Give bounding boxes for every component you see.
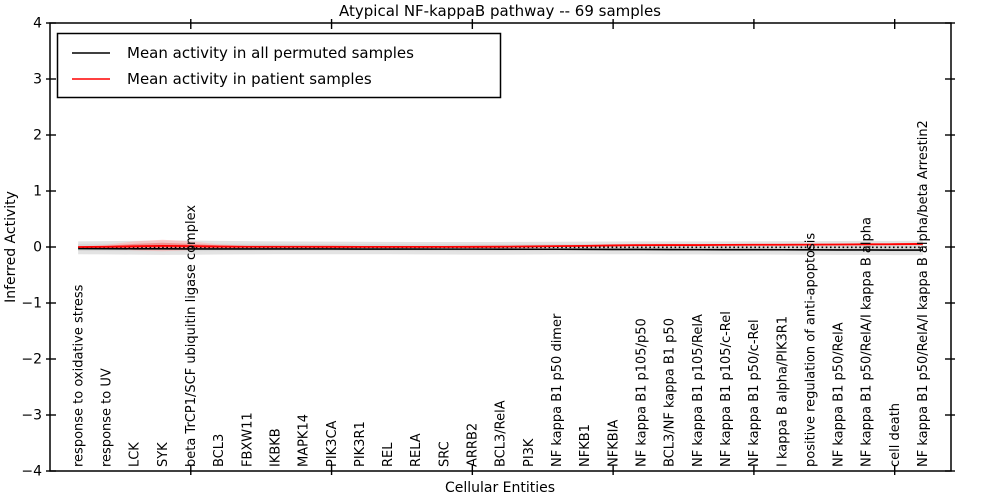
x-category-label: ARRB2 xyxy=(466,423,481,467)
x-category-label: response to UV xyxy=(100,368,115,467)
x-category-label: RELA xyxy=(409,433,424,467)
plot-area: response to oxidative stress response to … xyxy=(21,16,955,480)
chart-title: Atypical NF-kappaB pathway -- 69 samples xyxy=(339,2,661,20)
x-category-label: REL xyxy=(381,442,396,467)
x-category-label: NF kappa B1 p105/p50 xyxy=(634,318,649,467)
series-line-patient xyxy=(78,243,923,248)
x-category-label: cell death xyxy=(888,403,903,467)
x-category-label: I kappa B alpha/PIK3R1 xyxy=(775,316,790,467)
x-category-label: NF kappa B1 p105/c-Rel xyxy=(719,311,734,467)
y-tick-label: −4 xyxy=(21,464,42,480)
legend-box xyxy=(56,32,502,99)
x-category-label: NF kappa B1 p50/RelA xyxy=(832,322,847,467)
y-tick-label: −2 xyxy=(21,352,42,368)
x-category-label: BCL3/NF kappa B1 p50 xyxy=(663,318,678,467)
x-category-label: PIK3R1 xyxy=(353,421,368,467)
y-axis-label: Inferred Activity xyxy=(3,191,19,303)
y-tick-label: 3 xyxy=(33,72,42,88)
x-category-label: BCL3/RelA xyxy=(494,400,509,467)
x-category-label: MAPK14 xyxy=(297,414,312,467)
x-category-label: SRC xyxy=(437,441,452,467)
x-category-label: NF kappa B1 p105/RelA xyxy=(691,314,706,467)
x-category-label: FBXW11 xyxy=(240,412,255,467)
x-category-label: LCK xyxy=(128,442,143,467)
y-tick-label: −3 xyxy=(21,408,42,424)
x-category-label: NF kappa B1 p50/RelA/I kappa B alpha xyxy=(860,217,875,467)
x-category-label: BCL3 xyxy=(212,434,227,467)
y-tick-label: 0 xyxy=(33,240,42,256)
x-category-label: PI3K xyxy=(522,438,537,467)
y-tick-label: 1 xyxy=(33,184,42,200)
x-category-label: PIK3CA xyxy=(325,420,340,467)
legend-label-permuted: Mean activity in all permuted samples xyxy=(127,44,414,62)
y-tick-label: −1 xyxy=(21,296,42,312)
x-category-label: NFKBIA xyxy=(606,420,621,467)
x-category-label: NFKB1 xyxy=(578,424,593,467)
x-category-label: positive regulation of anti-apoptosis xyxy=(803,233,818,467)
legend-label-patient: Mean activity in patient samples xyxy=(127,70,372,88)
y-tick-label: 4 xyxy=(33,16,42,32)
x-category-label: NF kappa B1 p50 dimer xyxy=(550,313,565,467)
x-category-label: NF kappa B1 p50/RelA/I kappa B alpha/bet… xyxy=(916,120,931,467)
x-category-label: response to oxidative stress xyxy=(71,284,86,467)
x-axis-label: Cellular Entities xyxy=(445,480,555,496)
x-category-label: SYK xyxy=(156,442,171,467)
x-category-label: beta TrCP1/SCF ubiquitin ligase complex xyxy=(184,205,199,467)
y-tick-label: 2 xyxy=(33,128,42,144)
series-line-permuted xyxy=(78,247,923,251)
x-category-label: NF kappa B1 p50/c-Rel xyxy=(747,319,762,467)
x-category-label: IKBKB xyxy=(268,428,283,467)
legend: Mean activity in all permuted samples Me… xyxy=(56,32,502,99)
